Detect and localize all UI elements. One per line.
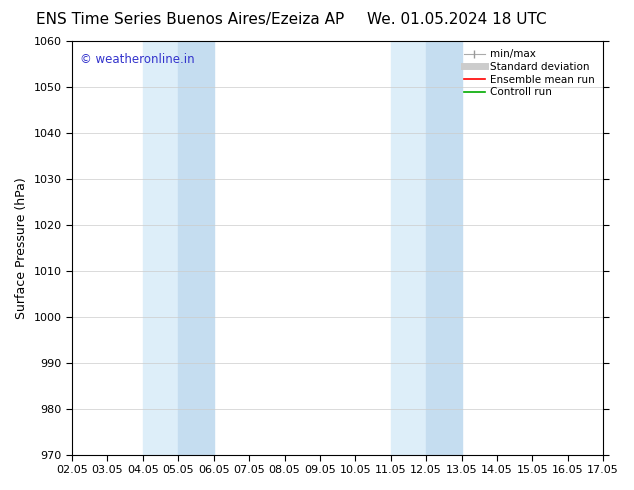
Legend: min/max, Standard deviation, Ensemble mean run, Controll run: min/max, Standard deviation, Ensemble me… [461, 46, 598, 100]
Bar [178, 41, 214, 455]
Bar [143, 41, 178, 455]
Text: ENS Time Series Buenos Aires/Ezeiza AP: ENS Time Series Buenos Aires/Ezeiza AP [36, 12, 344, 27]
Text: We. 01.05.2024 18 UTC: We. 01.05.2024 18 UTC [366, 12, 547, 27]
Y-axis label: Surface Pressure (hPa): Surface Pressure (hPa) [15, 177, 28, 318]
Bar [391, 41, 426, 455]
Text: © weatheronline.in: © weatheronline.in [80, 53, 195, 67]
Bar [426, 41, 462, 455]
